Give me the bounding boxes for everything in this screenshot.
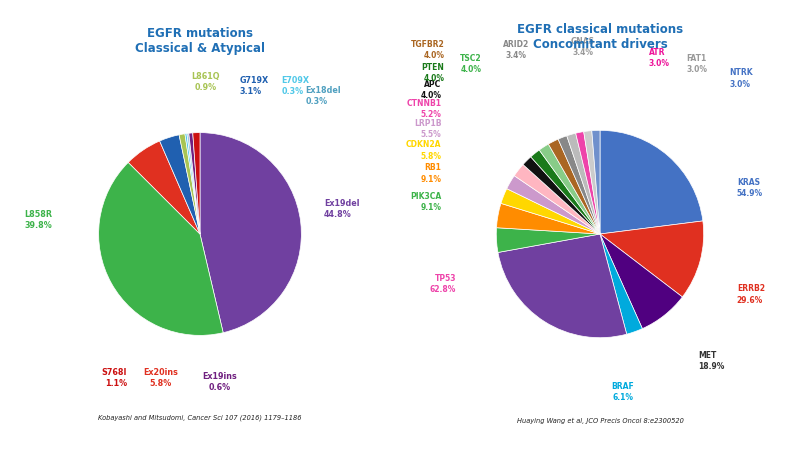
Wedge shape — [558, 136, 600, 234]
Text: L858R
39.8%: L858R 39.8% — [24, 210, 52, 230]
Wedge shape — [200, 133, 302, 333]
Text: Ex19del
44.8%: Ex19del 44.8% — [324, 198, 359, 219]
Text: TP53
62.8%: TP53 62.8% — [430, 274, 456, 294]
Wedge shape — [576, 131, 600, 234]
Wedge shape — [179, 134, 200, 234]
Wedge shape — [498, 234, 626, 338]
Wedge shape — [530, 150, 600, 234]
Text: L861Q
0.9%: L861Q 0.9% — [191, 72, 220, 92]
Wedge shape — [539, 144, 600, 234]
Text: BRAF
6.1%: BRAF 6.1% — [612, 382, 634, 402]
Wedge shape — [600, 234, 682, 328]
Wedge shape — [497, 203, 600, 234]
Wedge shape — [548, 139, 600, 234]
Wedge shape — [185, 134, 200, 234]
Text: CDKN2A
5.8%: CDKN2A 5.8% — [406, 140, 442, 161]
Text: Huaying Wang et al, JCO Precis Oncol 8:e2300520: Huaying Wang et al, JCO Precis Oncol 8:e… — [517, 418, 683, 424]
Wedge shape — [187, 133, 200, 234]
Text: FAT1
3.0%: FAT1 3.0% — [686, 54, 707, 74]
Wedge shape — [584, 130, 600, 234]
Text: Kobayashi and Mitsudomi, Cancer Sci 107 (2016) 1179–1186: Kobayashi and Mitsudomi, Cancer Sci 107 … — [98, 414, 302, 421]
Wedge shape — [600, 221, 704, 297]
Title: EGFR classical mutations
Concomitant drivers: EGFR classical mutations Concomitant dri… — [517, 23, 683, 51]
Text: Ex20ins
5.8%: Ex20ins 5.8% — [143, 368, 178, 387]
Text: RB1
9.1%: RB1 9.1% — [421, 163, 442, 184]
Wedge shape — [592, 130, 600, 234]
Wedge shape — [496, 228, 600, 252]
Wedge shape — [501, 189, 600, 234]
Text: LRP1B
5.5%: LRP1B 5.5% — [414, 119, 442, 139]
Text: MET
18.9%: MET 18.9% — [698, 351, 724, 371]
Wedge shape — [506, 176, 600, 234]
Wedge shape — [128, 141, 200, 234]
Text: Ex18del
0.3%: Ex18del 0.3% — [306, 86, 342, 106]
Wedge shape — [98, 162, 223, 335]
Text: NTRK
3.0%: NTRK 3.0% — [730, 68, 754, 89]
Text: ERRB2
29.6%: ERRB2 29.6% — [737, 284, 765, 305]
Text: TGFBR2
4.0%: TGFBR2 4.0% — [410, 40, 445, 60]
Wedge shape — [600, 130, 703, 234]
Wedge shape — [193, 133, 200, 234]
Text: TSC2
4.0%: TSC2 4.0% — [460, 54, 482, 74]
Text: E709X
0.3%: E709X 0.3% — [282, 76, 310, 96]
Text: GNAS
3.4%: GNAS 3.4% — [570, 37, 594, 57]
Text: APC
4.0%: APC 4.0% — [421, 80, 442, 100]
Text: PIK3CA
9.1%: PIK3CA 9.1% — [410, 192, 442, 212]
Text: CTNNB1
5.2%: CTNNB1 5.2% — [406, 99, 442, 119]
Wedge shape — [600, 234, 642, 334]
Wedge shape — [189, 133, 200, 234]
Text: ATR
3.0%: ATR 3.0% — [649, 48, 670, 68]
Text: KRAS
54.9%: KRAS 54.9% — [737, 178, 763, 198]
Text: G719X
3.1%: G719X 3.1% — [239, 76, 269, 96]
Wedge shape — [514, 165, 600, 234]
Text: S768I
1.1%: S768I 1.1% — [102, 368, 126, 387]
Title: EGFR mutations
Classical & Atypical: EGFR mutations Classical & Atypical — [135, 27, 265, 55]
Text: ARID2
3.4%: ARID2 3.4% — [503, 40, 530, 60]
Text: PTEN
4.0%: PTEN 4.0% — [422, 63, 445, 83]
Text: Ex19ins
0.6%: Ex19ins 0.6% — [202, 372, 237, 392]
Wedge shape — [160, 135, 200, 234]
Wedge shape — [566, 133, 600, 234]
Wedge shape — [523, 157, 600, 234]
